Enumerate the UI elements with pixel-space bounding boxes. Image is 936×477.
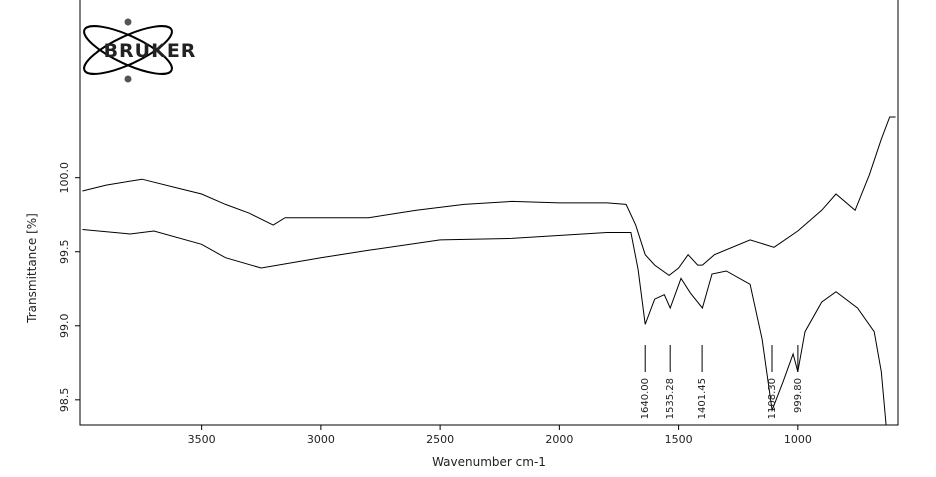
peak-label: 1535.28 [665, 378, 676, 419]
y-tick-label: 98.5 [58, 388, 71, 413]
spectrum-line [82, 229, 887, 426]
logo-text: BRUKER [104, 40, 197, 62]
axis-frame [79, 0, 899, 426]
logo: BRUKER [83, 18, 197, 83]
y-tick-label: 99.0 [58, 314, 71, 339]
logo-dot [124, 18, 132, 26]
logo-dot [124, 75, 132, 83]
spectrum-line [82, 116, 896, 277]
logo-orbit [83, 25, 173, 75]
x-tick-label: 3000 [307, 433, 335, 446]
logo-orbit [83, 25, 173, 75]
y-axis-label: Transmittance [%] [25, 213, 39, 324]
peak-label: 999.80 [793, 378, 804, 413]
peak-label: 1640.00 [640, 378, 651, 419]
x-tick-label: 2000 [545, 433, 573, 446]
y-tick-label: 100.0 [58, 162, 71, 194]
peak-label: 1108.30 [767, 378, 778, 419]
peak-label: 1401.45 [697, 378, 708, 419]
x-tick-label: 2500 [426, 433, 454, 446]
y-tick-label: 99.5 [58, 239, 71, 264]
x-axis-label: Wavenumber cm-1 [432, 455, 546, 469]
x-tick-label: 3500 [188, 433, 216, 446]
x-tick-label: 1000 [784, 433, 812, 446]
x-tick-label: 1500 [665, 433, 693, 446]
